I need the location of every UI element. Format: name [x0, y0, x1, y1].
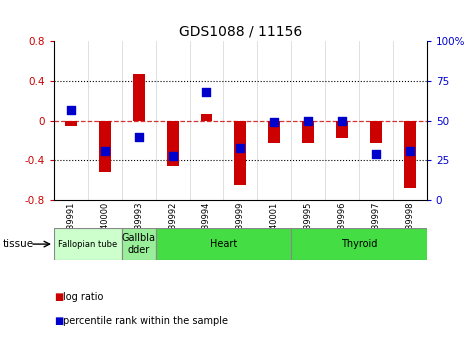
Point: [135, 134, 143, 139]
Text: log ratio: log ratio: [63, 292, 104, 302]
Bar: [302, 121, 314, 142]
Point: [101, 148, 108, 154]
Bar: [291, 228, 427, 260]
Text: Gallbla
dder: Gallbla dder: [121, 233, 156, 255]
Point: [236, 145, 244, 150]
Bar: [336, 121, 348, 138]
Text: tissue: tissue: [2, 239, 33, 249]
Text: Thyroid: Thyroid: [341, 239, 377, 249]
Point: [203, 89, 210, 95]
Text: Heart: Heart: [210, 239, 237, 249]
Bar: [99, 121, 111, 172]
Bar: [370, 121, 382, 142]
Point: [406, 148, 414, 154]
Bar: [122, 228, 156, 260]
Point: [304, 118, 312, 124]
Text: percentile rank within the sample: percentile rank within the sample: [63, 316, 228, 326]
Point: [372, 151, 380, 157]
Bar: [201, 114, 212, 121]
Bar: [65, 121, 77, 126]
Text: ■: ■: [54, 316, 63, 326]
Title: GDS1088 / 11156: GDS1088 / 11156: [179, 25, 302, 39]
Bar: [404, 121, 416, 188]
Bar: [268, 121, 280, 142]
Bar: [156, 228, 291, 260]
Point: [169, 153, 176, 158]
Bar: [234, 121, 246, 185]
Bar: [133, 74, 144, 121]
Text: Fallopian tube: Fallopian tube: [58, 239, 117, 249]
Text: ■: ■: [54, 292, 63, 302]
Bar: [54, 228, 122, 260]
Point: [338, 118, 346, 124]
Point: [271, 120, 278, 125]
Bar: [166, 121, 179, 166]
Point: [67, 107, 75, 112]
